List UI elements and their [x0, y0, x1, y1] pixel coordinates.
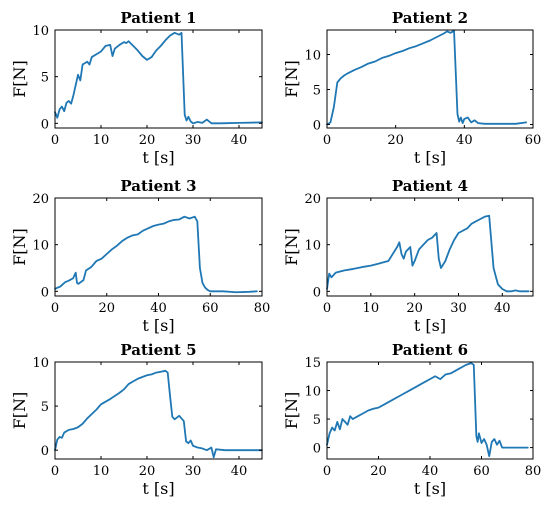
x-tick-label: 30: [450, 301, 467, 316]
x-tick-label: 0: [51, 464, 59, 479]
chart-panel-2: 0 20 40 60 0 5 10 Patient 2 t [s] F[N]: [282, 9, 541, 167]
x-tick-label: 10: [93, 464, 110, 479]
chart-panel-4: 0 10 20 30 40 0 10 20 Patient 4 t [s] F[N]: [282, 177, 534, 335]
x-tick-label: 40: [456, 133, 473, 148]
y-tick-label: 10: [32, 24, 49, 39]
y-tick-label: 15: [304, 356, 321, 371]
y-tick-label: 5: [313, 413, 321, 428]
y-axis-label: F[N]: [282, 60, 301, 98]
plot-frame: [326, 361, 534, 460]
plot-frame: [54, 29, 263, 129]
series-line: [54, 215, 258, 294]
x-tick-label: 0: [323, 301, 331, 316]
chart-title: Patient 6: [392, 341, 468, 359]
series-line: [326, 29, 528, 126]
series-line: [54, 369, 263, 459]
series-line: [54, 31, 263, 125]
chart-title: Patient 1: [120, 9, 196, 27]
chart-panel-1: 0 10 20 30 40 0 5 10 Patient 1 t [s] F[N]: [10, 9, 263, 167]
x-tick-label: 20: [98, 301, 115, 316]
chart-panel-6: 0 20 40 60 80 0 5 10 15 Patient 6 t [s] F[N]: [282, 341, 541, 498]
x-tick-label: 0: [323, 133, 331, 148]
y-axis-label: F[N]: [10, 392, 29, 430]
y-tick-label: 20: [32, 192, 49, 207]
y-tick-label: 0: [313, 285, 321, 300]
chart-title: Patient 5: [120, 341, 196, 359]
chart-panel-5: 0 10 20 30 40 0 5 10 Patient 5 t [s] F[N]: [10, 341, 263, 498]
y-tick-label: 0: [313, 119, 321, 134]
plot-frame: [54, 361, 263, 460]
y-tick-label: 20: [304, 192, 321, 207]
series-line: [326, 214, 530, 293]
x-tick-label: 40: [231, 133, 248, 148]
y-tick-label: 10: [304, 385, 321, 400]
x-axis-label: t [s]: [142, 148, 174, 167]
x-axis-label: t [s]: [414, 479, 446, 498]
y-tick-label: 10: [304, 49, 321, 64]
series-line: [326, 362, 529, 458]
x-tick-label: 10: [363, 301, 380, 316]
y-axis-label: F[N]: [10, 228, 29, 266]
x-tick-label: 60: [525, 133, 542, 148]
plot-frame: [54, 197, 263, 297]
y-tick-label: 5: [41, 400, 49, 415]
x-tick-label: 0: [51, 133, 59, 148]
x-axis-label: t [s]: [142, 479, 174, 498]
x-tick-label: 40: [494, 301, 511, 316]
y-tick-label: 10: [32, 239, 49, 254]
x-tick-label: 30: [185, 133, 202, 148]
x-tick-label: 0: [323, 464, 331, 479]
y-tick-label: 10: [32, 356, 49, 371]
x-tick-label: 60: [473, 464, 490, 479]
y-tick-label: 0: [41, 444, 49, 459]
x-tick-label: 20: [406, 301, 423, 316]
plot-frame: [326, 29, 534, 129]
chart-title: Patient 4: [392, 177, 468, 195]
x-tick-label: 80: [254, 301, 271, 316]
y-tick-label: 5: [313, 84, 321, 99]
y-tick-label: 0: [41, 285, 49, 300]
y-tick-label: 10: [304, 239, 321, 254]
x-tick-label: 40: [150, 301, 167, 316]
x-tick-label: 40: [231, 464, 248, 479]
y-tick-label: 0: [41, 117, 49, 132]
x-axis-label: t [s]: [414, 148, 446, 167]
x-tick-label: 40: [422, 464, 439, 479]
x-tick-label: 20: [139, 133, 156, 148]
y-axis-label: F[N]: [282, 228, 301, 266]
x-tick-label: 20: [139, 464, 156, 479]
plot-frame: [326, 197, 534, 297]
y-axis-label: F[N]: [282, 392, 301, 430]
y-axis-label: F[N]: [10, 60, 29, 98]
chart-title: Patient 3: [120, 177, 196, 195]
x-tick-label: 0: [51, 301, 59, 316]
chart-title: Patient 2: [392, 9, 468, 27]
x-tick-label: 60: [202, 301, 219, 316]
x-tick-label: 20: [370, 464, 387, 479]
x-axis-label: t [s]: [142, 316, 174, 335]
x-tick-label: 20: [387, 133, 404, 148]
x-tick-label: 80: [525, 464, 542, 479]
y-tick-label: 5: [41, 71, 49, 86]
x-tick-label: 10: [93, 133, 110, 148]
y-tick-label: 0: [313, 442, 321, 457]
x-axis-label: t [s]: [414, 316, 446, 335]
chart-panel-3: 0 20 40 60 80 0 10 20 Patient 3 t [s] F[N]: [10, 177, 270, 335]
x-tick-label: 30: [185, 464, 202, 479]
